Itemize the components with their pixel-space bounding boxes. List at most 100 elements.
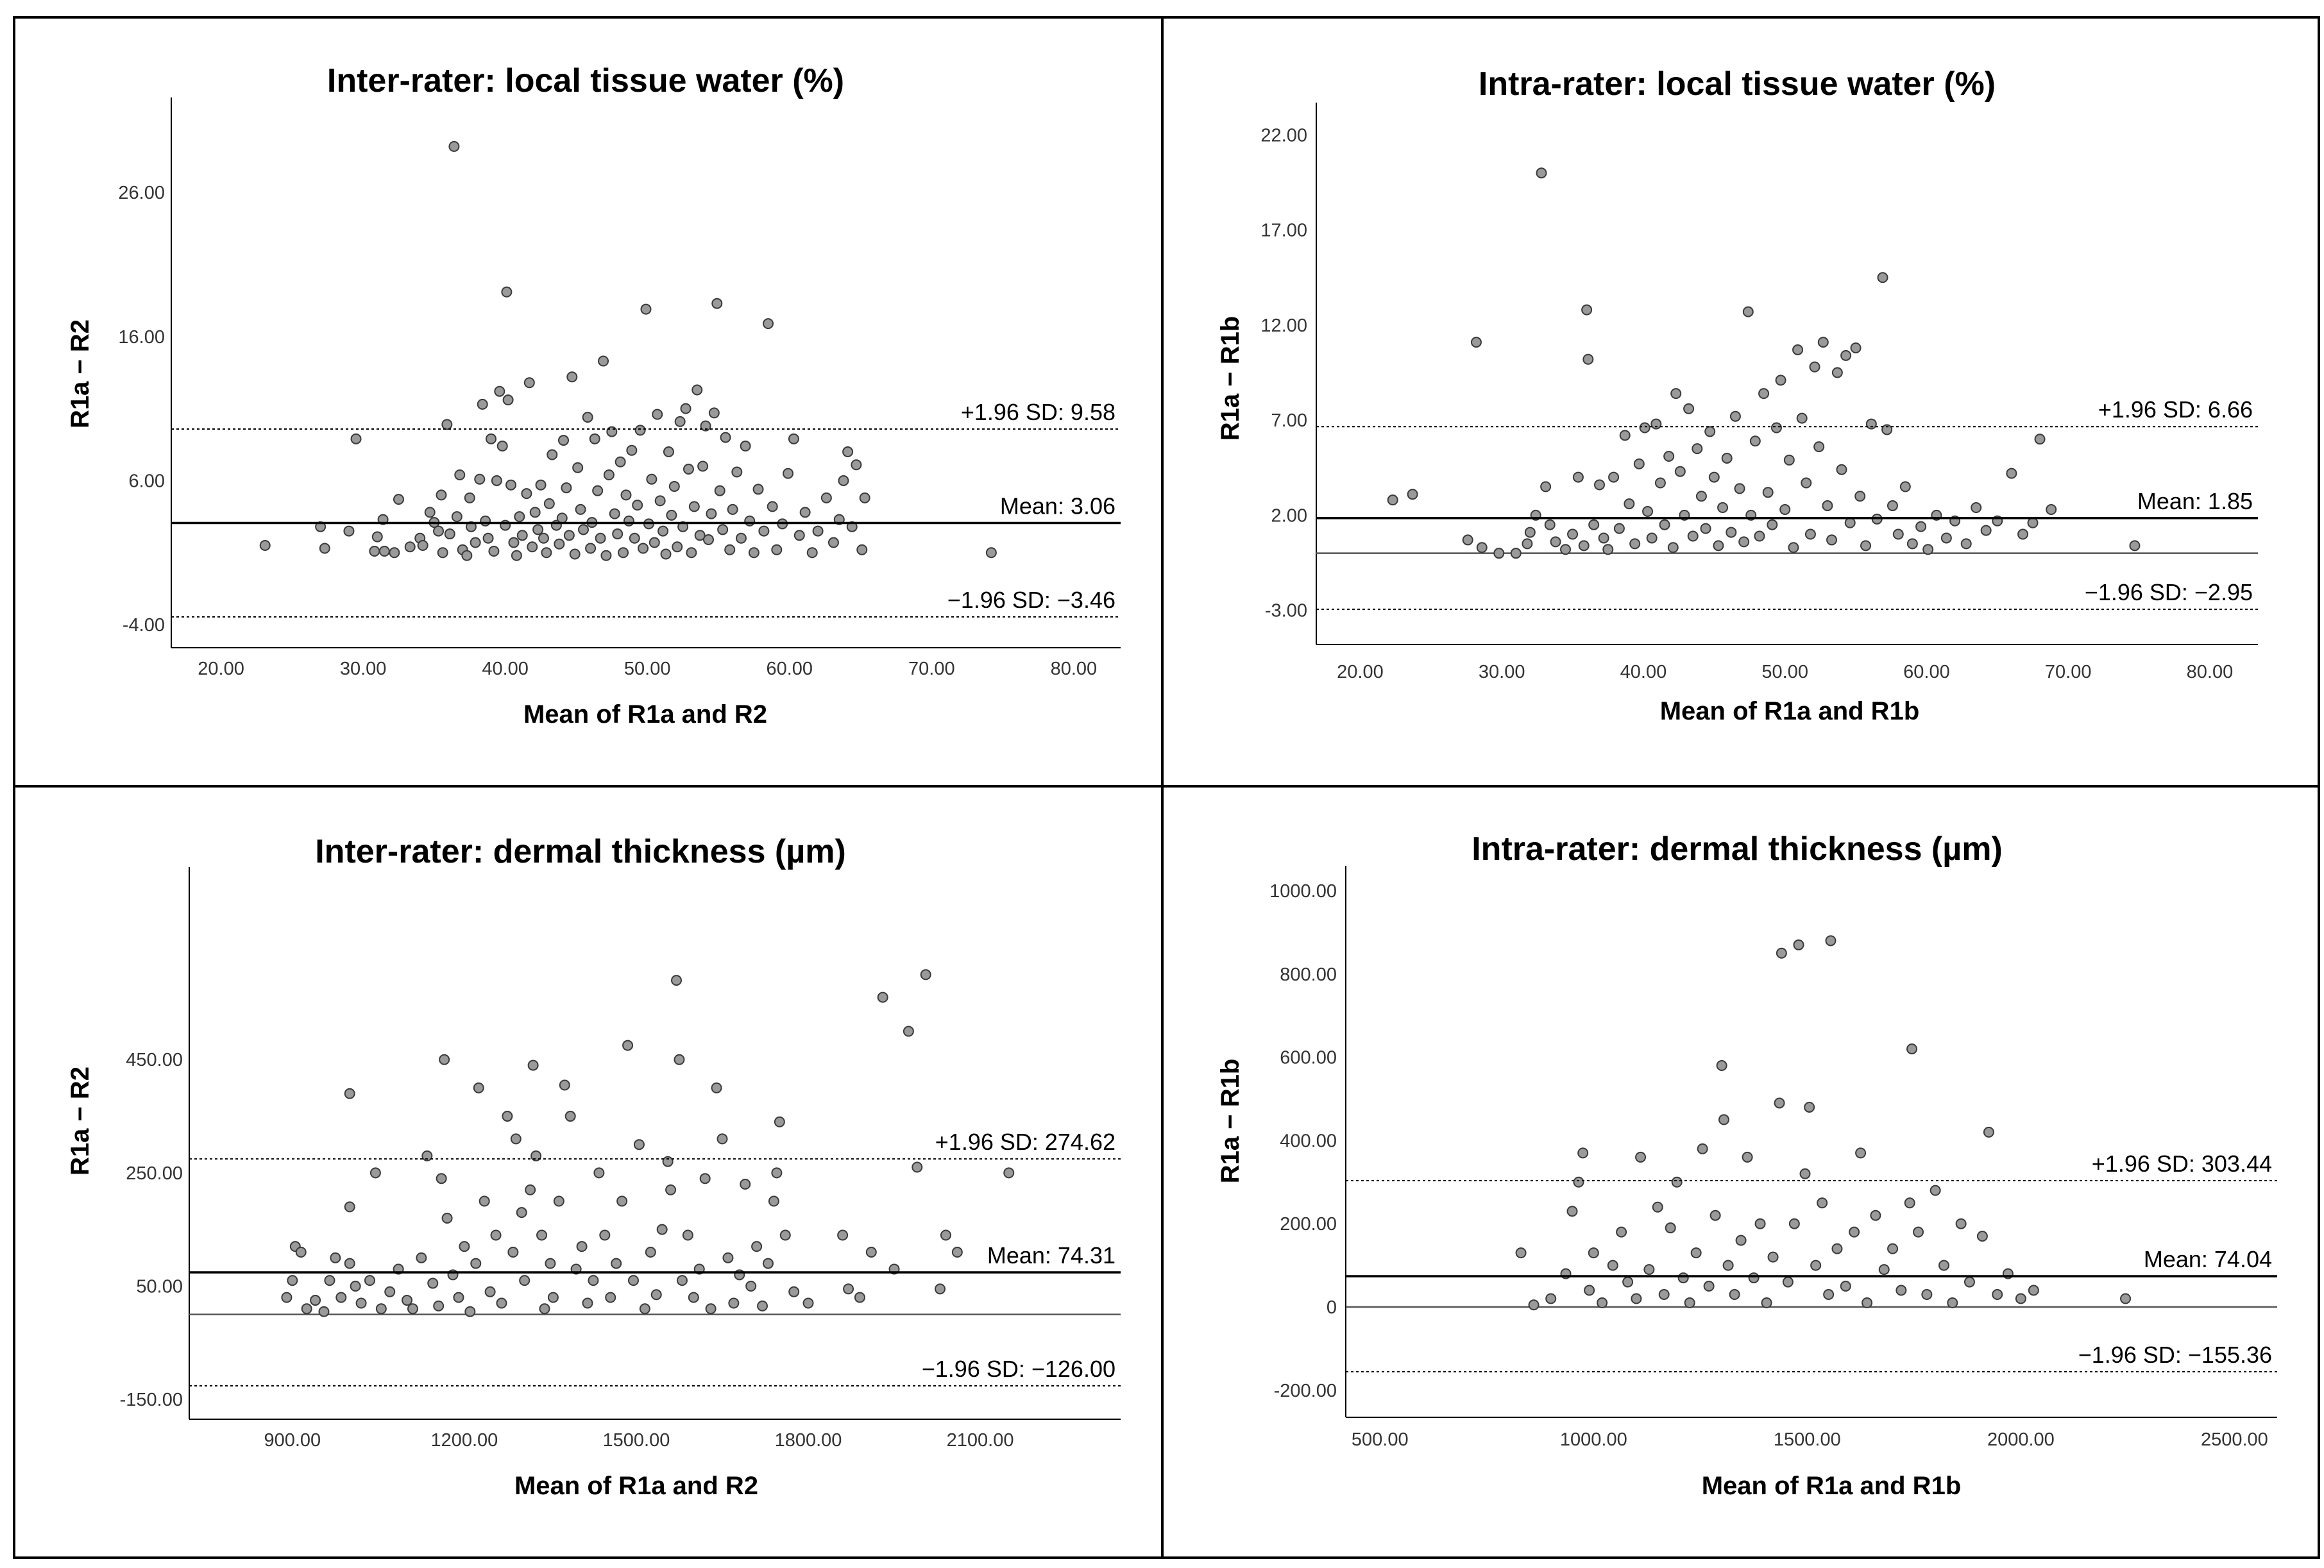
data-point xyxy=(454,469,466,480)
data-point xyxy=(473,1082,484,1093)
data-point xyxy=(1922,544,1934,555)
data-point xyxy=(582,1297,593,1309)
data-point xyxy=(421,1150,433,1161)
data-point xyxy=(588,1275,599,1286)
data-point xyxy=(1721,452,1733,464)
data-point xyxy=(1738,536,1750,548)
data-point xyxy=(799,507,811,518)
y-tick-label: 0 xyxy=(1327,1297,1337,1318)
data-point xyxy=(407,1303,418,1315)
data-point xyxy=(516,1207,527,1218)
data-point xyxy=(480,515,491,527)
data-point xyxy=(665,1184,677,1195)
data-point xyxy=(671,975,683,986)
y-tick-label: 16.00 xyxy=(118,327,165,348)
data-point xyxy=(1582,353,1594,365)
data-point xyxy=(1654,477,1666,489)
y-tick-label: -4.00 xyxy=(123,615,165,636)
data-point xyxy=(378,546,390,557)
data-point xyxy=(461,550,473,561)
data-point xyxy=(865,1246,877,1258)
data-point xyxy=(1643,1264,1655,1276)
data-point xyxy=(649,537,660,548)
x-tick-label: 1500.00 xyxy=(1774,1429,1841,1450)
data-point xyxy=(2017,528,2029,540)
mean-label: Mean: 1.85 xyxy=(2137,488,2253,514)
data-point xyxy=(728,1297,740,1309)
data-point xyxy=(1906,538,1918,550)
data-point xyxy=(745,1280,757,1292)
data-point xyxy=(1671,1176,1683,1188)
data-point xyxy=(310,1295,321,1306)
data-point xyxy=(375,1303,387,1315)
data-point xyxy=(806,547,818,559)
data-point xyxy=(768,1195,779,1207)
data-point xyxy=(1792,344,1804,355)
data-point xyxy=(1670,388,1682,400)
data-point xyxy=(1704,426,1716,437)
data-point xyxy=(494,385,505,397)
data-point xyxy=(793,530,805,541)
y-tick-label: -150.00 xyxy=(120,1390,183,1410)
data-point xyxy=(615,456,626,468)
data-point xyxy=(735,532,747,544)
data-point xyxy=(1692,443,1703,455)
data-point xyxy=(1955,1218,1967,1229)
data-point xyxy=(1545,1293,1557,1304)
data-point xyxy=(566,371,578,383)
data-point xyxy=(856,544,868,555)
data-point xyxy=(576,1241,588,1252)
panel-title: Intra-rater: dermal thickness (µm) xyxy=(1472,830,2003,868)
x-axis-label: Mean of R1a and R2 xyxy=(514,1472,758,1500)
x-tick-label: 40.00 xyxy=(1620,662,1667,682)
data-point xyxy=(1588,1247,1599,1259)
data-point xyxy=(535,479,547,491)
data-point xyxy=(652,409,663,420)
y-tick-label: 200.00 xyxy=(1280,1214,1337,1235)
data-point xyxy=(488,546,500,557)
data-point xyxy=(638,543,649,554)
data-point xyxy=(1584,1285,1595,1296)
data-point xyxy=(837,1229,849,1241)
data-point xyxy=(1572,471,1584,483)
data-point xyxy=(553,1195,564,1207)
data-point xyxy=(1578,540,1590,552)
data-point xyxy=(2027,517,2039,528)
data-point xyxy=(599,1229,611,1241)
data-point xyxy=(1697,1143,1708,1154)
panel-intra-water: Intra-rater: local tissue water (%) Mean… xyxy=(1216,65,2258,725)
data-point xyxy=(491,475,502,486)
y-tick-label: 12.00 xyxy=(1260,316,1307,336)
data-point xyxy=(1831,1243,1843,1254)
y-axis-label: R1a − R2 xyxy=(66,1066,94,1176)
y-tick-label: 50.00 xyxy=(136,1276,183,1297)
data-point xyxy=(1622,1276,1634,1288)
data-point xyxy=(384,1286,396,1297)
data-point xyxy=(459,1241,470,1252)
data-point xyxy=(682,1229,693,1241)
data-point xyxy=(1566,1206,1578,1217)
data-point xyxy=(1964,1276,1975,1288)
data-point xyxy=(1980,525,1992,536)
data-point xyxy=(1783,454,1795,466)
data-point xyxy=(1515,1247,1527,1259)
data-point xyxy=(1779,503,1791,515)
data-point xyxy=(532,524,544,535)
plot-area: 900.00 1200.00 1500.00 1800.00 2100.00 -150.0… xyxy=(120,867,1121,1451)
x-tick-label: 70.00 xyxy=(908,659,955,679)
data-point xyxy=(525,1184,536,1195)
data-point xyxy=(585,543,597,554)
data-point xyxy=(691,384,703,396)
data-point xyxy=(758,525,770,537)
data-point xyxy=(1729,410,1741,422)
data-point xyxy=(623,515,634,527)
x-tick-label: 2500.00 xyxy=(2201,1429,2268,1450)
data-point xyxy=(1913,1226,1924,1238)
data-point xyxy=(654,495,666,507)
data-point xyxy=(464,492,475,503)
data-point xyxy=(547,449,558,460)
data-point xyxy=(344,1258,355,1269)
data-point xyxy=(556,512,568,524)
data-point xyxy=(1560,544,1572,555)
data-point xyxy=(606,426,618,437)
